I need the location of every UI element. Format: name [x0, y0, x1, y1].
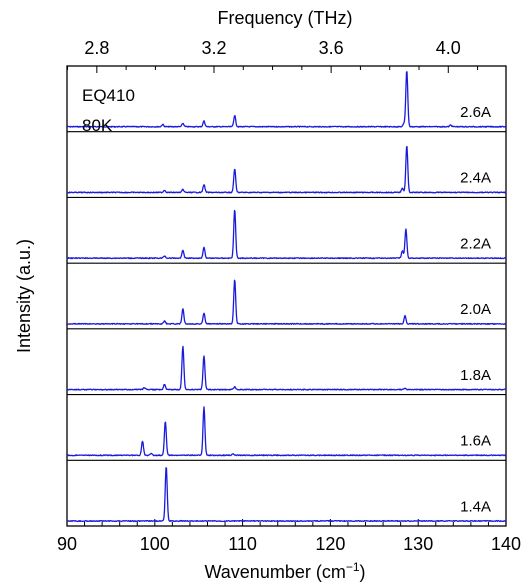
- top-axis-title: Frequency (THz): [217, 8, 352, 28]
- bottom-tick-label: 100: [140, 534, 170, 554]
- bottom-tick-label: 120: [315, 534, 345, 554]
- spectrum-line: [66, 71, 507, 128]
- spectrum-line: [66, 406, 507, 457]
- top-tick-label: 2.8: [84, 38, 109, 58]
- spectrum-line: [66, 145, 507, 194]
- bottom-tick-label: 90: [57, 534, 77, 554]
- series-label: 1.8A: [460, 367, 491, 384]
- series-group: [66, 71, 507, 523]
- series-label: 2.4A: [460, 170, 491, 187]
- series-label: 1.4A: [460, 498, 491, 515]
- bottom-tick-labels: 90 100 110 120 130 140: [57, 534, 521, 554]
- x-axis-title-main: Wavenumber (cm: [204, 562, 345, 582]
- top-tick-labels: 2.8 3.2 3.6 4.0: [84, 38, 460, 58]
- series-label: 2.2A: [460, 235, 491, 252]
- panel-separators: [67, 131, 506, 461]
- top-tick-label: 3.6: [319, 38, 344, 58]
- series-labels: 2.6A 2.4A 2.2A 2.0A 1.8A 1.6A 1.4A: [460, 104, 491, 515]
- top-tick-label: 3.2: [201, 38, 226, 58]
- bottom-tick-label: 140: [491, 534, 521, 554]
- spectrum-line: [66, 279, 507, 325]
- x-axis-title-sup: −1: [346, 560, 360, 574]
- x-axis-title-end: ): [360, 562, 366, 582]
- spectrum-line: [66, 209, 507, 260]
- spectrum-line: [66, 467, 507, 523]
- series-label: 1.6A: [460, 433, 491, 450]
- series-label: 2.6A: [460, 104, 491, 121]
- top-ticks: [67, 66, 479, 73]
- plot-frame: [66, 65, 507, 527]
- x-axis-title: Wavenumber (cm−1): [204, 560, 365, 582]
- temperature-annotation: 80K: [82, 116, 113, 135]
- series-label: 2.0A: [460, 301, 491, 318]
- bottom-tick-label: 130: [403, 534, 433, 554]
- top-tick-label: 4.0: [436, 38, 461, 58]
- sample-annotation: EQ410: [82, 86, 135, 105]
- bottom-tick-label: 110: [228, 534, 257, 554]
- y-axis-title: Intensity (a.u.): [14, 239, 34, 353]
- spectrum-line: [66, 345, 507, 391]
